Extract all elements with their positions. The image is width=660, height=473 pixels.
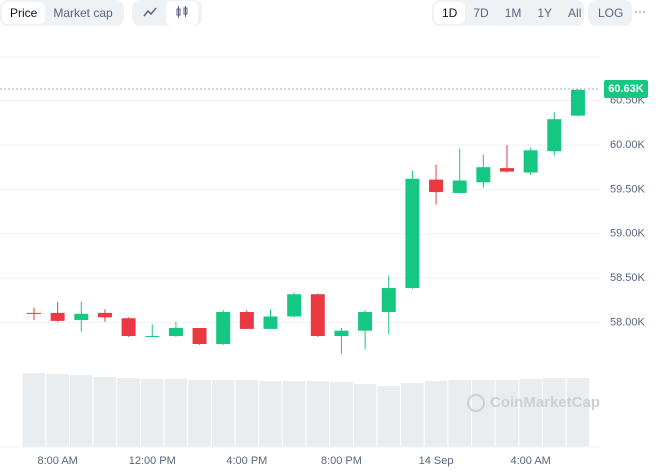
view-toggle: Price Market cap bbox=[0, 0, 124, 26]
volume-bar bbox=[235, 380, 259, 447]
volume-bar bbox=[69, 375, 93, 447]
volume-bar bbox=[259, 381, 282, 447]
volume-bar bbox=[117, 378, 140, 447]
candle-body bbox=[192, 328, 207, 345]
range-button[interactable]: 1Y bbox=[537, 6, 553, 20]
volume-bar bbox=[448, 380, 472, 447]
line-style-button[interactable] bbox=[134, 1, 166, 26]
candle-body bbox=[358, 312, 373, 331]
chart-style-toggle bbox=[132, 0, 202, 26]
current-price-tag bbox=[604, 79, 648, 98]
price-button[interactable]: Price bbox=[2, 2, 46, 24]
volume-bar bbox=[140, 379, 164, 447]
candle-body bbox=[334, 330, 349, 337]
x-tick-label: 8:00 PM bbox=[321, 455, 362, 467]
candle-body bbox=[287, 294, 302, 317]
volume-bar bbox=[93, 377, 117, 447]
candle-body bbox=[239, 312, 254, 329]
range-button[interactable]: All bbox=[568, 6, 582, 20]
candle-body bbox=[97, 312, 112, 318]
range-button[interactable]: 1M bbox=[504, 6, 522, 20]
candle-body bbox=[452, 180, 467, 193]
candle-body bbox=[121, 318, 136, 337]
y-tick-label: 58.00K bbox=[610, 317, 646, 329]
y-tick-label: 59.50K bbox=[610, 183, 646, 195]
y-tick-label: 60.00K bbox=[610, 139, 646, 151]
candle-body bbox=[429, 179, 444, 193]
more-button[interactable]: ··· bbox=[634, 4, 646, 18]
volume-bar bbox=[519, 379, 542, 447]
candle-body bbox=[500, 168, 514, 172]
volume-bar bbox=[22, 373, 46, 447]
candle-body bbox=[476, 167, 491, 183]
current-price-label: 60.63K bbox=[608, 83, 644, 95]
volume-bar bbox=[164, 379, 188, 447]
candle-body bbox=[381, 288, 396, 313]
volume-bar bbox=[377, 386, 401, 447]
y-tick-label: 58.50K bbox=[610, 272, 646, 284]
volume-bar bbox=[401, 383, 424, 447]
candle-body bbox=[310, 294, 325, 337]
y-tick-label: 59.00K bbox=[610, 228, 646, 240]
scale-toggle: LOG bbox=[588, 0, 632, 26]
volume-bar bbox=[472, 380, 495, 447]
candle-body bbox=[263, 316, 278, 329]
candle-body bbox=[74, 313, 89, 321]
candle-body bbox=[216, 312, 231, 345]
watermark: CoinMarketCap bbox=[490, 394, 600, 411]
candle-icon bbox=[176, 5, 188, 18]
volume-bar bbox=[353, 384, 377, 447]
x-tick-label: 4:00 PM bbox=[226, 455, 267, 467]
volume-bar bbox=[542, 378, 566, 447]
volume-bar bbox=[282, 381, 306, 447]
x-tick-label: 14 Sep bbox=[419, 455, 454, 467]
candle-body bbox=[570, 89, 585, 116]
volume-bar bbox=[46, 374, 69, 447]
x-tick-label: 4:00 AM bbox=[510, 455, 550, 467]
volume-bar bbox=[188, 380, 211, 447]
candle-body bbox=[145, 336, 160, 338]
market-cap-button[interactable]: Market cap bbox=[53, 6, 113, 20]
log-button[interactable]: LOG bbox=[598, 6, 624, 20]
candle-body bbox=[547, 119, 562, 152]
range-button[interactable]: 1D bbox=[434, 2, 466, 24]
candle-body bbox=[523, 150, 538, 173]
candle-body bbox=[50, 312, 65, 321]
candle-body bbox=[168, 328, 183, 337]
line-icon bbox=[143, 7, 157, 16]
candle-body bbox=[405, 178, 420, 289]
volume-bar bbox=[566, 378, 590, 447]
chart: 58.00K58.50K59.00K59.50K60.00K60.50KCoin… bbox=[0, 56, 648, 467]
volume-bar bbox=[424, 381, 448, 447]
candle-body bbox=[27, 312, 41, 314]
volume-bar bbox=[211, 380, 235, 447]
watermark-logo bbox=[467, 394, 485, 412]
candle-style-button[interactable] bbox=[166, 0, 198, 26]
volume-bar bbox=[330, 382, 353, 447]
x-tick-label: 12:00 PM bbox=[129, 455, 176, 467]
x-tick-label: 8:00 AM bbox=[37, 455, 77, 467]
range-toggle: 1D 7D 1M 1Y All bbox=[432, 0, 584, 26]
volume-bar bbox=[306, 381, 330, 447]
range-button[interactable]: 7D bbox=[473, 6, 489, 20]
volume-bar bbox=[495, 380, 519, 447]
